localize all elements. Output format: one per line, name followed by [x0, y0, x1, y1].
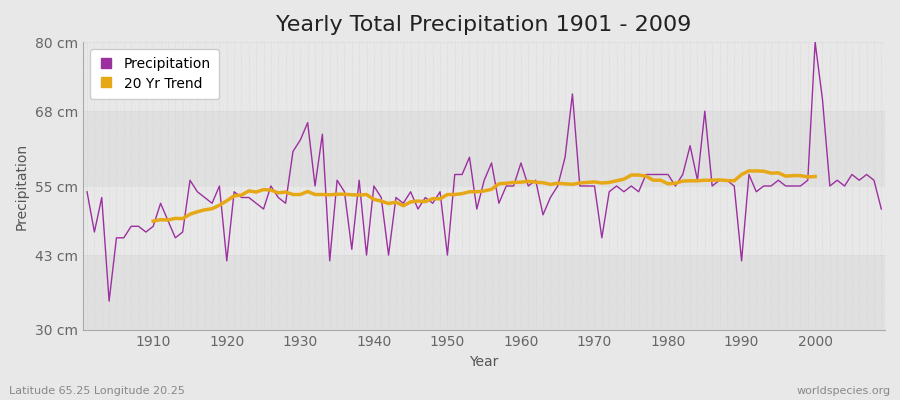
Bar: [84, 186, 885, 255]
Text: Latitude 65.25 Longitude 20.25: Latitude 65.25 Longitude 20.25: [9, 386, 184, 396]
Title: Yearly Total Precipitation 1901 - 2009: Yearly Total Precipitation 1901 - 2009: [276, 15, 692, 35]
Legend: Precipitation, 20 Yr Trend: Precipitation, 20 Yr Trend: [90, 49, 219, 99]
X-axis label: Year: Year: [470, 355, 499, 369]
Text: worldspecies.org: worldspecies.org: [796, 386, 891, 396]
Bar: [84, 255, 885, 330]
Bar: [84, 42, 885, 111]
Y-axis label: Precipitation: Precipitation: [15, 142, 29, 230]
Bar: [84, 111, 885, 186]
